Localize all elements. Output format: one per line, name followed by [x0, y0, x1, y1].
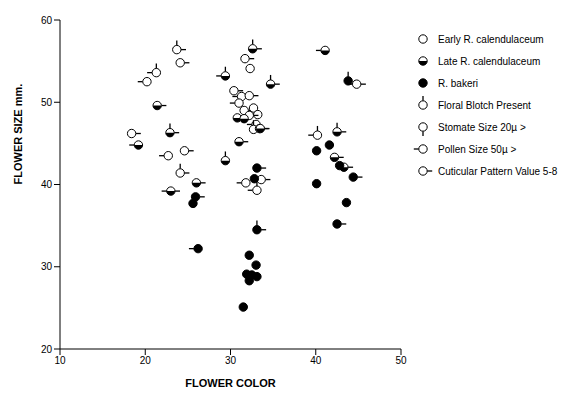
svg-text:20: 20	[140, 355, 152, 366]
svg-text:FLOWER SIZE mm.: FLOWER SIZE mm.	[12, 84, 24, 185]
html-text:Early R. calendulaceum: Early R. calendulaceum	[438, 33, 544, 45]
svg-text:20: 20	[41, 344, 53, 355]
svg-text:50: 50	[395, 355, 407, 366]
svg-text:FLOWER COLOR: FLOWER COLOR	[185, 377, 275, 389]
svg-text:10: 10	[54, 355, 66, 366]
svg-text:30: 30	[225, 355, 237, 366]
svg-text:40: 40	[41, 179, 53, 190]
html-text:R. bakeri: R. bakeri	[438, 77, 478, 89]
svg-text:30: 30	[41, 261, 53, 272]
svg-text:60: 60	[41, 15, 53, 26]
html-text:Late R. calendulaceum: Late R. calendulaceum	[438, 55, 541, 67]
svg-text:50: 50	[41, 97, 53, 108]
html-text:Floral Blotch Present: Floral Blotch Present	[438, 99, 531, 111]
html-text:Cuticular Pattern Value 5-8: Cuticular Pattern Value 5-8	[438, 165, 558, 177]
html-text:Pollen Size 50µ >: Pollen Size 50µ >	[438, 143, 517, 155]
html-text:Stomate Size 20µ >: Stomate Size 20µ >	[438, 121, 526, 133]
svg-text:40: 40	[310, 355, 322, 366]
